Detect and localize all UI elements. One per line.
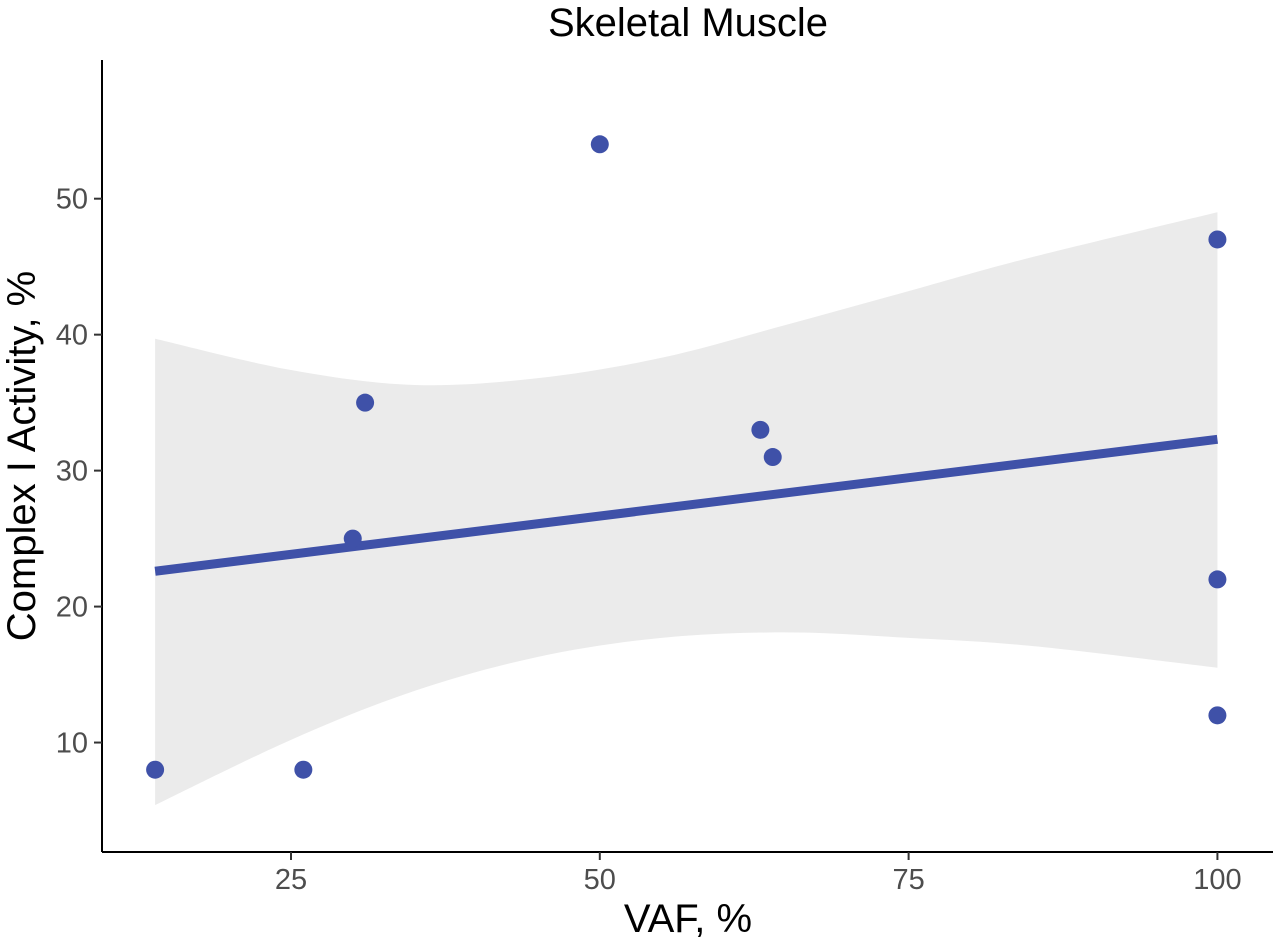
y-tick-label: 50 [56,184,88,216]
data-point [146,760,165,779]
data-point [1208,570,1227,589]
y-axis-label: Complex I Activity, % [0,271,44,641]
data-point [751,420,770,439]
regression-line [154,434,1218,576]
y-axis-ticks: 10 20 30 40 50 [56,184,102,760]
data-point [294,760,313,779]
x-tick-label: 25 [275,864,307,896]
data-point [763,448,782,467]
x-tick-label: 75 [892,864,924,896]
data-point [1208,230,1227,249]
data-point [1208,706,1227,725]
x-tick-label: 100 [1193,864,1241,896]
x-tick-label: 50 [584,864,616,896]
chart-title: Skeletal Muscle [548,1,828,45]
fit-line-layer [154,434,1218,576]
y-tick-label: 20 [56,592,88,624]
points-layer [146,135,1227,779]
data-point [590,135,609,154]
x-axis-label: VAF, % [624,897,752,941]
data-point [356,393,375,412]
y-tick-label: 40 [56,320,88,352]
y-tick-label: 10 [56,728,88,760]
y-tick-label: 30 [56,456,88,488]
x-axis-ticks: 25 50 75 100 [275,852,1242,896]
data-point [343,529,362,548]
